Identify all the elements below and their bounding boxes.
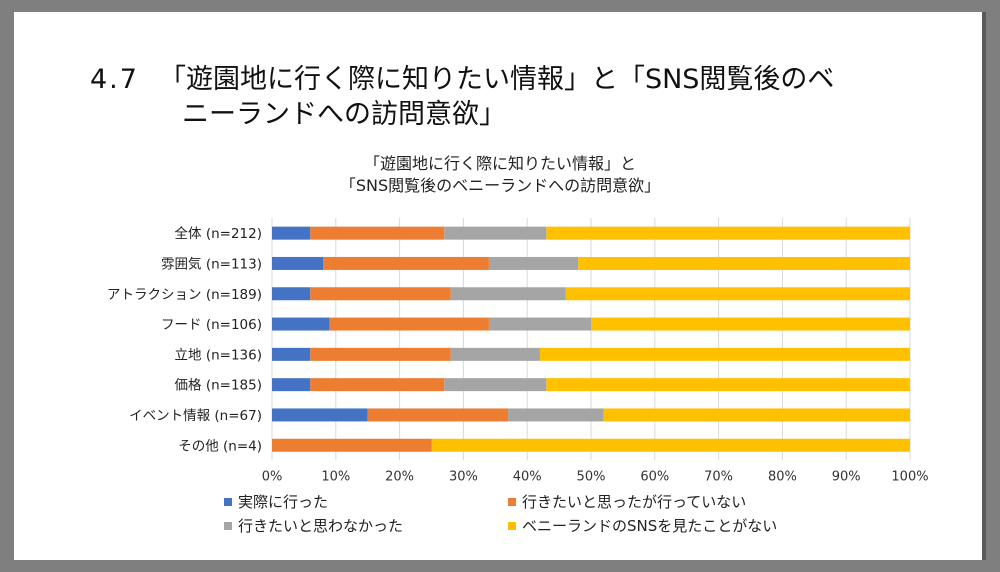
bar-segment-series-4	[546, 226, 910, 240]
x-tick-label: 0%	[262, 469, 283, 484]
bar-segment-series-2	[367, 408, 509, 422]
legend-item: 行きたいと思ったが行っていない	[508, 491, 746, 512]
category-label: フード (n=106)	[161, 317, 262, 333]
legend-label: 行きたいと思ったが行っていない	[522, 493, 747, 511]
bar-segment-series-2	[272, 438, 432, 452]
x-tick-label: 10%	[321, 469, 350, 484]
bar-segment-series-4	[565, 287, 910, 301]
category-label: アトラクション (n=189)	[107, 287, 262, 303]
x-tick-label: 40%	[513, 469, 542, 484]
x-tick-label: 30%	[449, 469, 478, 484]
bar-segment-series-4	[546, 378, 910, 392]
legend-item: 実際に行った	[224, 491, 328, 512]
bar-segment-series-3	[450, 347, 540, 361]
bar-segment-series-3	[508, 408, 604, 422]
legend-label: 実際に行った	[238, 493, 329, 511]
category-label: 全体 (n=212)	[175, 225, 262, 242]
legend-swatch	[224, 522, 232, 530]
bar-segment-series-1	[272, 256, 324, 270]
bar-segment-series-3	[488, 317, 591, 331]
chart-title: 「遊園地に行く際に知りたい情報」と 「SNS閲覧後のベニーランドへの訪問意欲」	[250, 153, 750, 197]
category-label: イベント情報 (n=67)	[129, 408, 262, 424]
legend-label: 行きたいと思わなかった	[238, 517, 404, 535]
x-tick-label: 100%	[891, 469, 928, 484]
category-label: 価格 (n=185)	[175, 378, 262, 394]
bar-segment-series-2	[310, 226, 445, 240]
legend-swatch	[224, 498, 232, 506]
bar-segment-series-2	[310, 347, 451, 361]
legend-item: ベニーランドのSNSを見たことがない	[508, 515, 777, 536]
bar-segment-series-3	[450, 287, 566, 301]
x-tick-label: 60%	[640, 469, 669, 484]
bar-segment-series-3	[444, 226, 547, 240]
slide-title-line2: ニーランドへの訪問意欲」	[182, 99, 506, 130]
bar-segment-series-4	[578, 256, 910, 270]
bar-segment-series-1	[272, 317, 330, 331]
category-label: 雰囲気 (n=113)	[161, 256, 262, 272]
x-tick-label: 20%	[385, 469, 414, 484]
chart-title-line1: 「遊園地に行く際に知りたい情報」と	[363, 154, 636, 173]
slide-title: 4.7 「遊園地に行く際に知りたい情報」と「SNS閲覧後のベ ニーランドへの訪問意…	[90, 62, 950, 132]
category-label: 立地 (n=136)	[175, 347, 262, 363]
legend-swatch	[508, 522, 516, 530]
x-tick-label: 70%	[704, 469, 733, 484]
chart-title-line2: 「SNS閲覧後のベニーランドへの訪問意欲」	[339, 176, 661, 195]
x-tick-label: 50%	[577, 469, 606, 484]
slide: 4.7 「遊園地に行く際に知りたい情報」と「SNS閲覧後のベ ニーランドへの訪問意…	[14, 12, 986, 560]
slide-title-line1: 「遊園地に行く際に知りたい情報」と「SNS閲覧後のベ	[158, 64, 835, 95]
legend-swatch	[508, 498, 516, 506]
bar-segment-series-4	[431, 438, 910, 452]
bar-segment-series-1	[272, 287, 311, 301]
bar-segment-series-2	[310, 287, 451, 301]
bar-segment-series-1	[272, 347, 311, 361]
bar-segment-series-1	[272, 378, 311, 392]
category-label: その他 (n=4)	[178, 438, 262, 454]
bar-segment-series-4	[539, 347, 910, 361]
bar-segment-series-2	[329, 317, 489, 331]
chart-legend: 実際に行った 行きたいと思ったが行っていない行きたいと思わなかった ベニーランドのS…	[224, 491, 844, 541]
x-tick-label: 90%	[832, 469, 861, 484]
bar-segment-series-1	[272, 408, 368, 422]
bar-segment-series-3	[488, 256, 579, 270]
section-number: 4.7	[90, 64, 139, 95]
bar-segment-series-2	[310, 378, 445, 392]
bar-segment-series-4	[603, 408, 910, 422]
bar-segment-series-3	[444, 378, 547, 392]
bar-segment-series-4	[591, 317, 910, 331]
x-tick-label: 80%	[768, 469, 797, 484]
bar-segment-series-1	[272, 226, 311, 240]
bar-segment-series-2	[323, 256, 489, 270]
legend-label: ベニーランドのSNSを見たことがない	[522, 517, 778, 535]
legend-item: 行きたいと思わなかった	[224, 515, 403, 536]
